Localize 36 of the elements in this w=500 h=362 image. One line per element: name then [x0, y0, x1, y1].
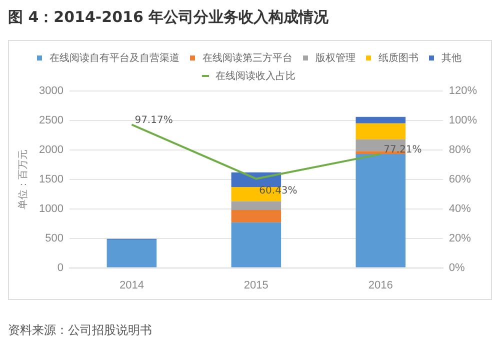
- chart-title: 图 4：2014-2016 年公司分业务收入构成情况: [8, 8, 329, 27]
- y2-tick-label: 120%: [448, 85, 478, 98]
- y-tick-label: 1000: [38, 202, 64, 215]
- bar: [231, 222, 282, 268]
- bar: [356, 154, 406, 268]
- y-tick-label: 1500: [38, 173, 64, 186]
- x-tick-label: 2014: [119, 279, 144, 292]
- y-axis-title: 单位：百万元: [16, 149, 29, 210]
- legend-label: 其他: [442, 52, 462, 64]
- y2-tick-label: 60%: [448, 173, 472, 186]
- bar: [231, 210, 282, 222]
- y-tick-label: 500: [45, 232, 64, 244]
- y-tick-label: 2000: [38, 144, 64, 156]
- legend-label: 版权管理: [316, 52, 356, 64]
- bar: [356, 123, 406, 140]
- data-label: 77.21%: [384, 144, 422, 156]
- bar: [356, 116, 406, 124]
- legend-label: 在线阅读第三方平台: [202, 52, 292, 64]
- y-tick-label: 3000: [38, 85, 64, 98]
- data-label: 97.17%: [134, 115, 173, 126]
- y2-tick-label: 40%: [448, 202, 472, 215]
- bar: [231, 201, 282, 210]
- text: 资料来源：公司招股说明书: [8, 322, 152, 339]
- y2-tick-label: 80%: [448, 144, 472, 156]
- legend-label: 在线阅读收入占比: [216, 70, 296, 82]
- bar: [356, 151, 406, 154]
- bar: [106, 240, 157, 268]
- y2-tick-label: 0%: [448, 262, 465, 274]
- x-tick-label: 2016: [368, 279, 393, 292]
- legend-label: 在线阅读自有平台及自营渠道: [50, 52, 180, 64]
- y-tick-label: 0: [57, 262, 64, 274]
- y2-tick-label: 100%: [448, 114, 478, 126]
- y-tick-label: 2500: [38, 114, 64, 126]
- legend-label: 纸质图书: [378, 52, 418, 64]
- y2-tick-label: 20%: [448, 232, 472, 244]
- x-tick-label: 2015: [244, 279, 268, 292]
